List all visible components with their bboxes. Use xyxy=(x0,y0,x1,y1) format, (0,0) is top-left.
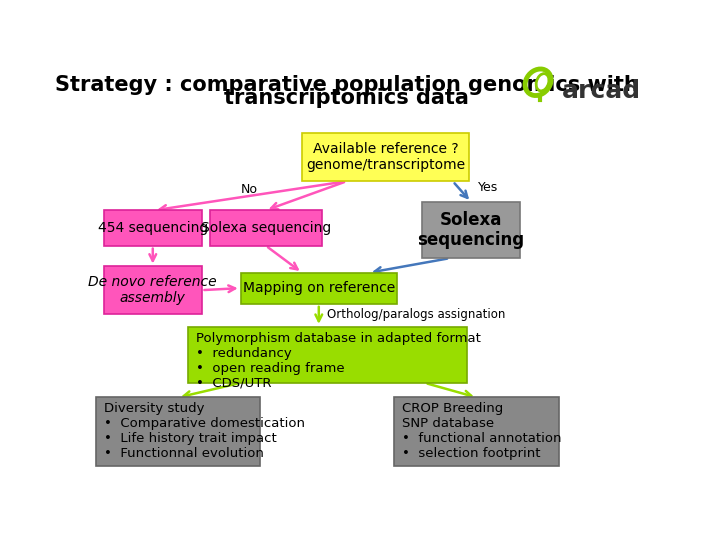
Text: 454 sequencing: 454 sequencing xyxy=(98,221,208,235)
Text: arcad: arcad xyxy=(562,79,641,103)
Text: No: No xyxy=(240,183,258,196)
FancyBboxPatch shape xyxy=(104,266,202,314)
Text: Mapping on reference: Mapping on reference xyxy=(243,281,395,295)
Text: transcriptomics data: transcriptomics data xyxy=(224,87,469,107)
Text: Yes: Yes xyxy=(478,181,498,194)
Ellipse shape xyxy=(536,73,549,91)
FancyBboxPatch shape xyxy=(188,327,467,383)
Text: Polymorphism database in adapted format
•  redundancy
•  open reading frame
•  C: Polymorphism database in adapted format … xyxy=(196,332,481,390)
FancyBboxPatch shape xyxy=(96,397,260,466)
Text: CROP Breeding
SNP database
•  functional annotation
•  selection footprint: CROP Breeding SNP database • functional … xyxy=(402,402,562,461)
Text: Solexa
sequencing: Solexa sequencing xyxy=(418,211,524,249)
FancyBboxPatch shape xyxy=(302,133,469,181)
Text: De novo reference
assembly: De novo reference assembly xyxy=(89,275,217,306)
FancyBboxPatch shape xyxy=(210,211,322,246)
Text: Solexa sequencing: Solexa sequencing xyxy=(201,221,331,235)
FancyBboxPatch shape xyxy=(422,202,520,258)
FancyBboxPatch shape xyxy=(104,211,202,246)
Text: Ortholog/paralogs assignation: Ortholog/paralogs assignation xyxy=(327,308,505,321)
FancyBboxPatch shape xyxy=(394,397,559,466)
Text: Available reference ?
genome/transcriptome: Available reference ? genome/transcripto… xyxy=(306,142,465,172)
FancyBboxPatch shape xyxy=(240,273,397,304)
Text: Strategy : comparative population genomics with: Strategy : comparative population genomi… xyxy=(55,75,639,95)
Text: Diversity study
•  Comparative domestication
•  Life history trait impact
•  Fun: Diversity study • Comparative domesticat… xyxy=(104,402,305,461)
